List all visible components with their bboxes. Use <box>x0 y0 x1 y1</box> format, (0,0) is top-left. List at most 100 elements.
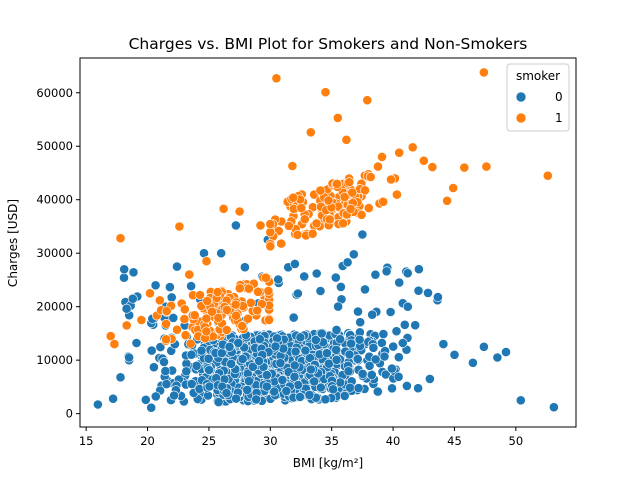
data-point-smoker-0 <box>221 388 232 398</box>
data-point-smoker-0 <box>401 380 412 391</box>
data-point-smoker-1 <box>287 161 298 171</box>
data-point-smoker-1 <box>478 67 489 78</box>
data-point-smoker-0 <box>333 301 343 312</box>
y-axis-ticks: 0 10000 20000 30000 40000 50000 60000 <box>36 86 80 421</box>
data-point-smoker-0 <box>254 334 265 344</box>
data-point-smoker-0 <box>289 371 300 382</box>
data-point-smoker-1 <box>363 203 374 213</box>
data-point-smoker-0 <box>348 249 359 260</box>
data-point-smoker-1 <box>442 195 452 206</box>
data-point-smoker-0 <box>169 390 179 401</box>
data-point-smoker-0 <box>424 373 435 384</box>
data-point-smoker-1 <box>347 187 358 198</box>
data-point-smoker-0 <box>164 282 175 292</box>
data-point-smoker-0 <box>281 385 292 396</box>
y-tick-label: 30000 <box>36 246 73 260</box>
data-point-smoker-0 <box>394 277 405 288</box>
data-point-smoker-0 <box>388 341 399 352</box>
data-point-smoker-0 <box>186 281 196 291</box>
data-point-smoker-1 <box>161 334 171 345</box>
y-tick-label: 20000 <box>36 300 73 314</box>
data-point-smoker-1 <box>481 161 492 172</box>
data-point-smoker-0 <box>295 332 306 343</box>
chart-title: Charges vs. BMI Plot for Smokers and Non… <box>129 35 528 53</box>
data-point-smoker-0 <box>242 384 253 395</box>
data-point-smoker-0 <box>237 354 248 364</box>
data-point-smoker-1 <box>265 241 276 252</box>
data-point-smoker-0 <box>344 349 355 360</box>
data-point-smoker-1 <box>264 314 274 325</box>
data-point-smoker-1 <box>305 127 316 138</box>
data-point-smoker-1 <box>324 214 335 225</box>
data-point-smoker-0 <box>355 317 366 328</box>
data-point-smoker-0 <box>393 352 404 363</box>
data-point-smoker-0 <box>343 366 354 377</box>
data-point-smoker-1 <box>288 192 299 203</box>
data-point-smoker-1 <box>323 195 334 206</box>
data-point-smoker-0 <box>115 372 126 383</box>
data-point-smoker-0 <box>331 324 342 335</box>
legend: smoker 0 1 <box>506 63 570 132</box>
legend-title: smoker <box>516 69 560 83</box>
data-point-smoker-0 <box>305 364 316 375</box>
x-tick-label: 15 <box>79 434 94 448</box>
data-point-smoker-0 <box>124 352 135 363</box>
data-point-smoker-0 <box>295 391 305 402</box>
data-point-smoker-1 <box>213 312 224 323</box>
data-point-smoker-0 <box>166 292 177 303</box>
data-point-smoker-1 <box>315 185 326 196</box>
data-point-smoker-1 <box>206 306 217 317</box>
data-point-smoker-1 <box>448 183 459 193</box>
data-point-smoker-0 <box>354 334 365 345</box>
data-point-smoker-1 <box>252 305 263 316</box>
data-point-smoker-1 <box>365 172 376 182</box>
data-point-smoker-1 <box>344 177 355 188</box>
data-point-smoker-0 <box>315 286 326 296</box>
data-point-smoker-0 <box>272 333 282 344</box>
data-point-smoker-0 <box>191 360 202 371</box>
data-point-smoker-1 <box>201 326 212 337</box>
data-point-smoker-1 <box>391 189 402 200</box>
y-tick-label: 10000 <box>36 353 73 367</box>
data-point-smoker-0 <box>247 361 258 372</box>
data-point-smoker-0 <box>467 357 478 368</box>
data-point-smoker-0 <box>160 366 171 376</box>
data-point-smoker-0 <box>339 390 350 401</box>
data-point-smoker-0 <box>172 261 182 272</box>
data-point-smoker-1 <box>296 202 307 213</box>
data-point-smoker-0 <box>366 369 377 380</box>
data-point-smoker-0 <box>410 320 421 331</box>
data-point-smoker-0 <box>501 347 511 357</box>
data-point-smoker-0 <box>226 358 236 369</box>
data-point-smoker-0 <box>93 399 103 410</box>
data-point-smoker-0 <box>131 338 142 348</box>
data-point-smoker-0 <box>233 337 244 348</box>
data-point-smoker-0 <box>277 374 288 385</box>
data-point-smoker-1 <box>105 331 116 341</box>
x-tick-label: 20 <box>140 434 155 448</box>
x-tick-label: 35 <box>324 434 339 448</box>
data-point-smoker-0 <box>385 307 396 317</box>
data-point-smoker-0 <box>335 281 346 292</box>
data-point-smoker-0 <box>244 376 254 386</box>
data-point-smoker-1 <box>311 218 322 229</box>
data-point-smoker-0 <box>345 382 355 393</box>
data-point-smoker-1 <box>299 214 310 225</box>
data-point-smoker-0 <box>335 377 346 388</box>
data-point-smoker-1 <box>260 272 271 283</box>
data-point-smoker-0 <box>108 393 118 404</box>
data-point-smoker-1 <box>378 196 389 207</box>
data-point-smoker-1 <box>341 134 352 145</box>
x-tick-label: 25 <box>202 434 217 448</box>
data-point-smoker-0 <box>203 353 214 364</box>
data-point-smoker-1 <box>252 286 263 297</box>
data-point-smoker-0 <box>270 341 281 352</box>
data-point-smoker-0 <box>364 360 375 371</box>
data-point-smoker-0 <box>275 358 286 368</box>
data-point-smoker-0 <box>335 334 345 345</box>
x-tick-label: 50 <box>509 434 524 448</box>
y-tick-label: 50000 <box>36 139 73 153</box>
legend-marker-1 <box>515 112 527 124</box>
data-point-smoker-0 <box>148 362 159 373</box>
data-point-smoker-0 <box>368 342 379 353</box>
